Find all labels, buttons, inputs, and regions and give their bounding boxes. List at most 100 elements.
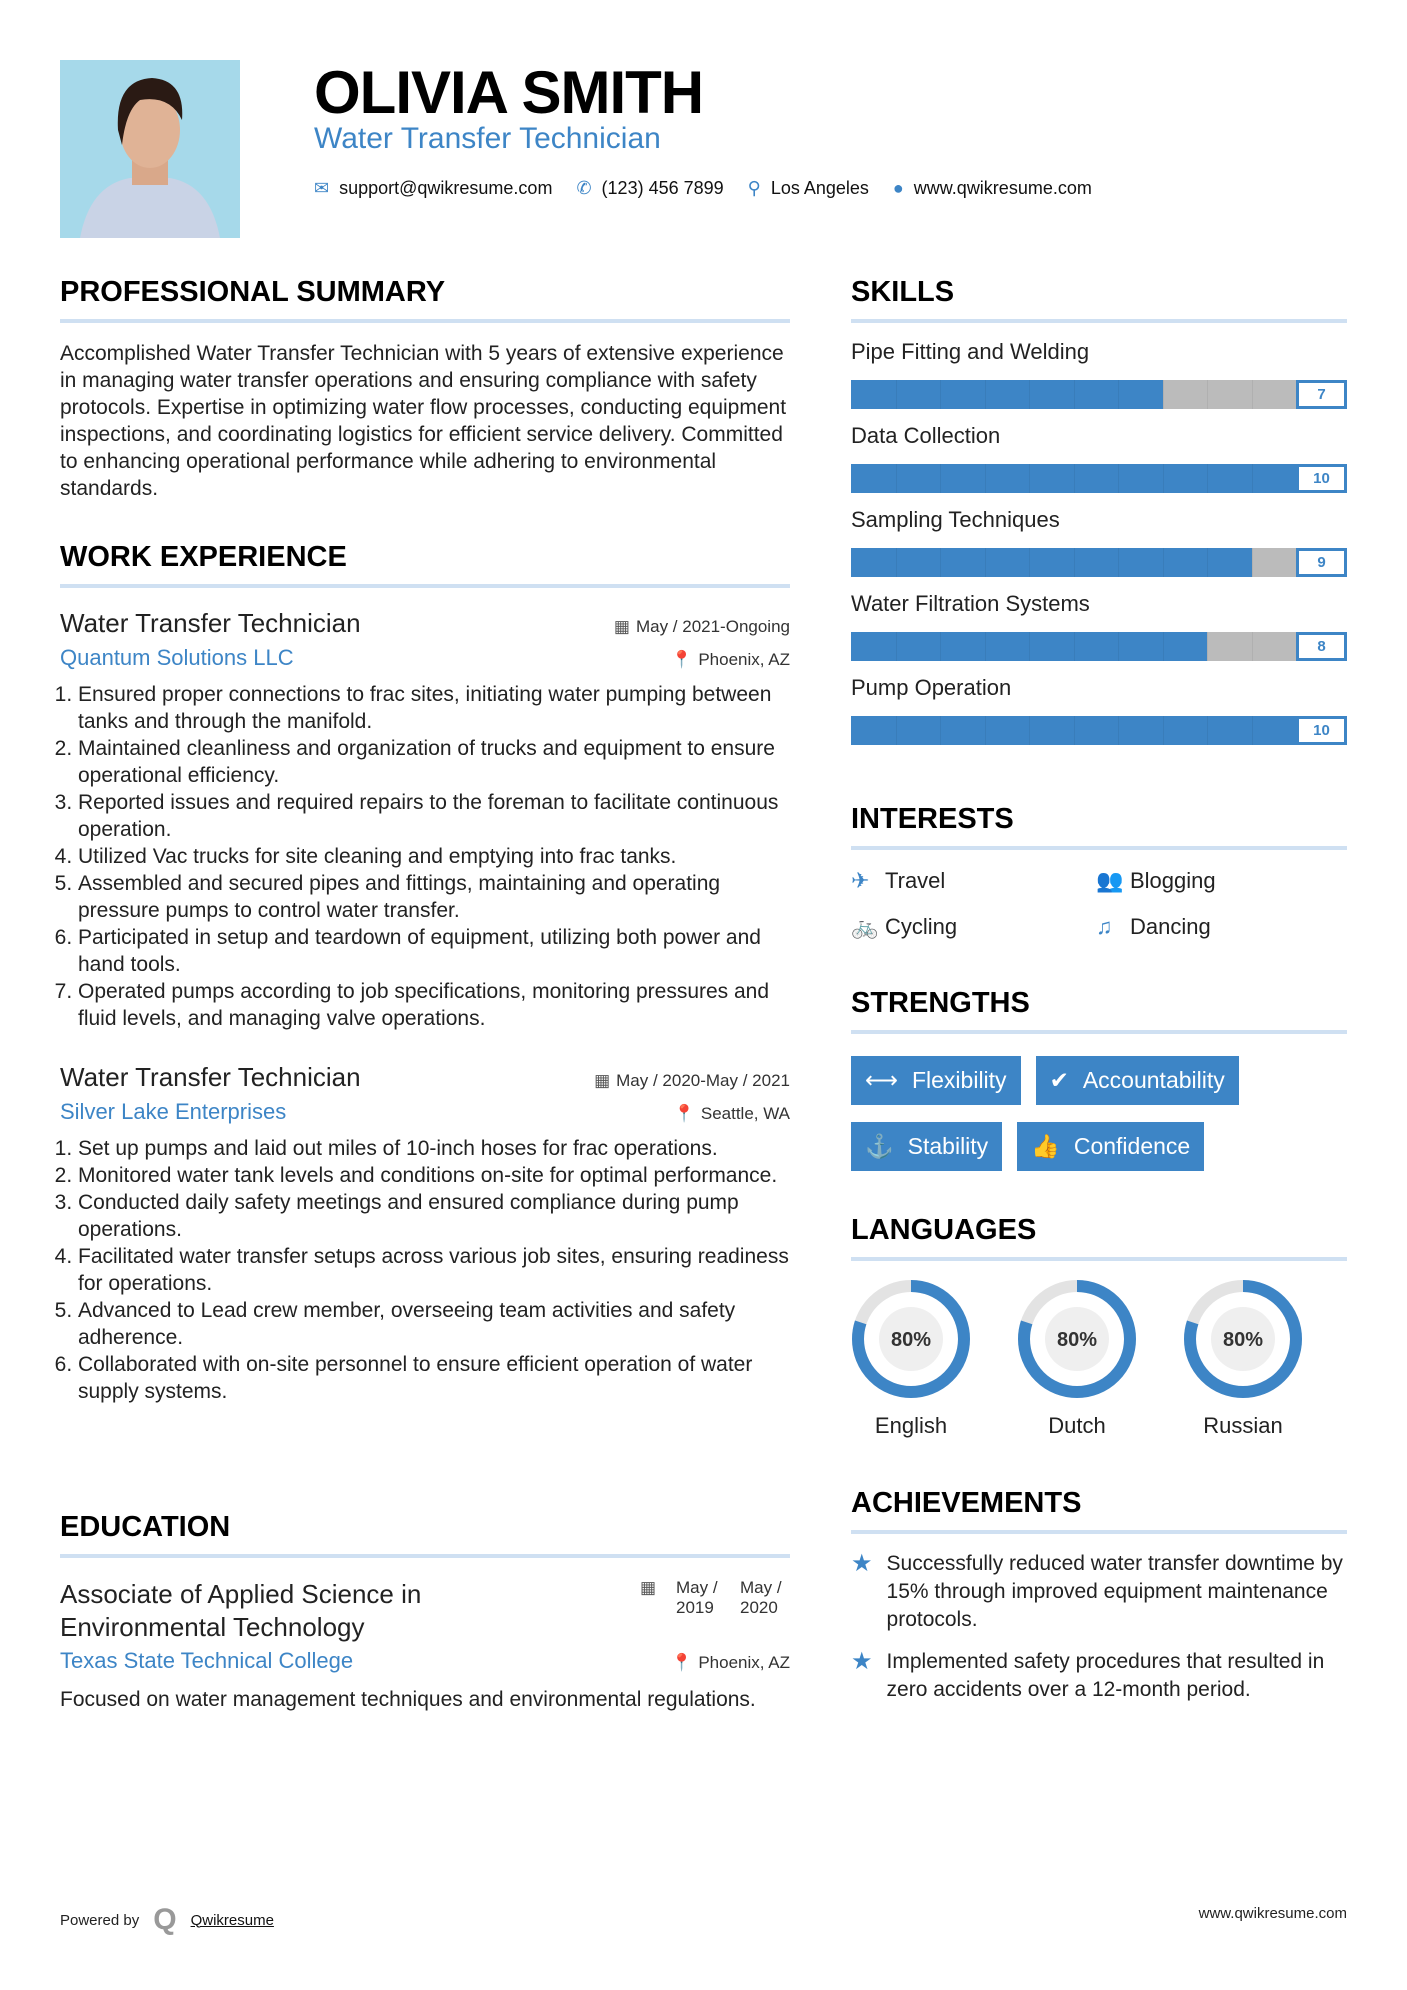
skill-track (851, 548, 1296, 577)
interest-item: 👥 Blogging (1096, 868, 1341, 894)
work-section: WORK EXPERIENCE Water Transfer Technicia… (60, 541, 790, 1405)
website-link[interactable]: www.qwikresume.com (913, 178, 1092, 198)
job-title: Water Transfer Technician (60, 608, 361, 638)
skill-segment-divider (1207, 632, 1208, 661)
achievement-item: ★ Successfully reduced water transfer dow… (851, 1550, 1347, 1634)
job-entry: Water Transfer Technician ▦ May / 2021-Ong… (60, 608, 790, 1032)
envelope-icon: ✉ (314, 178, 330, 198)
bicycle-icon: 🚲 (851, 914, 879, 939)
education-dates: ▦ May / 2019 May / 2020 (640, 1578, 790, 1618)
language-item: 80% English (851, 1279, 971, 1439)
duty-item: Ensured proper connections to frac sites… (78, 681, 790, 735)
language-name: Dutch (1048, 1413, 1106, 1438)
language-name: English (874, 1413, 948, 1438)
section-heading: SKILLS (851, 276, 1347, 323)
skill-segment-divider (1251, 380, 1253, 409)
skill-segment-divider (1118, 716, 1119, 745)
star-icon: ★ (851, 1550, 873, 1577)
anchor-icon: ⚓ (865, 1133, 894, 1159)
qwikresume-logo-icon: Q (153, 1903, 177, 1936)
email-link[interactable]: support@qwikresume.com (339, 178, 553, 198)
phone-icon: ✆ (576, 178, 592, 198)
skill-fill (851, 716, 1296, 745)
skill-segment-divider (895, 380, 897, 409)
skill-segment-divider (1207, 548, 1208, 577)
skill-fill (851, 380, 1163, 409)
section-heading: ACHIEVEMENTS (851, 1487, 1347, 1534)
section-heading: EDUCATION (60, 1511, 790, 1558)
job-date: May / 2020-May / 2021 (616, 1071, 790, 1090)
strength-label: Accountability (1082, 1067, 1225, 1093)
skill-fill (851, 632, 1207, 661)
interest-label: Blogging (1130, 868, 1216, 893)
language-donut: 80% (1018, 1280, 1136, 1398)
skill-track (851, 464, 1296, 493)
donut-center (1211, 1307, 1275, 1371)
skill-segment-divider (895, 464, 897, 493)
pin-icon: 📍 (671, 1653, 693, 1672)
strength-label: Confidence (1073, 1133, 1191, 1159)
skill-segment-divider (1207, 716, 1208, 745)
job-location: Phoenix, AZ (698, 650, 790, 669)
calendar-icon: ▦ (613, 617, 630, 636)
arrows-h-icon: ⟷ (865, 1067, 898, 1093)
language-item: 80% Dutch (1017, 1279, 1137, 1439)
language-item: 80% Russian (1183, 1279, 1303, 1439)
calendar-icon: ▦ (639, 1578, 656, 1597)
education-end: May / 2020 (740, 1578, 782, 1617)
duties-list: Ensured proper connections to frac sites… (60, 681, 790, 1032)
skill-segment-divider (1073, 464, 1075, 493)
skill-segment-divider (1251, 548, 1253, 577)
skill-level: 10 (1296, 464, 1347, 493)
skill-segment-divider (1029, 548, 1030, 577)
interest-label: Cycling (885, 914, 958, 939)
skill-bar: 10 (851, 716, 1347, 745)
languages-section: LANGUAGES 80% English 80% Dutch 80% Russian (851, 1214, 1347, 1439)
language-percent: 80% (1057, 1329, 1097, 1351)
education-section: EDUCATION Associate of Applied Science i… (60, 1511, 790, 1713)
language-donut: 80% (852, 1280, 970, 1398)
skill-segment-divider (984, 380, 986, 409)
summary-text: Accomplished Water Transfer Technician w… (60, 342, 787, 500)
strength-chip: ⟷ Flexibility (851, 1056, 1021, 1105)
skill-bar: 10 (851, 464, 1347, 493)
pin-icon: 📍 (671, 650, 693, 669)
skill-segment-divider (940, 380, 941, 409)
section-heading: PROFESSIONAL SUMMARY (60, 276, 790, 323)
interests-section: INTERESTS ✈ Travel 👥 Blogging 🚲 Cycling ♫ Danci… (851, 803, 1347, 940)
skill-segment-divider (1162, 380, 1164, 409)
duty-item: Maintained cleanliness and organization … (78, 735, 790, 789)
skill-segment-divider (1073, 548, 1075, 577)
skill-segment-divider (984, 464, 986, 493)
skill-level: 7 (1296, 380, 1347, 409)
skill-segment-divider (984, 716, 986, 745)
skill-name: Pipe Fitting and Welding (851, 339, 1090, 364)
skill-bar: 8 (851, 632, 1347, 661)
footer-website[interactable]: www.qwikresume.com (1198, 1905, 1347, 1922)
skill-segment-divider (1073, 716, 1075, 745)
location-text: Los Angeles (770, 178, 869, 198)
job-date: May / 2021-Ongoing (635, 617, 790, 636)
achievements-section: ACHIEVEMENTS ★ Successfully reduced water… (851, 1487, 1347, 1704)
skill-level: 9 (1296, 548, 1347, 577)
skill-segment-divider (940, 464, 941, 493)
interest-label: Dancing (1130, 914, 1211, 939)
donut-fill (1018, 1280, 1136, 1398)
skill-name: Data Collection (851, 423, 1001, 448)
achievement-item: ★ Implemented safety procedures that resu… (851, 1648, 1347, 1704)
plane-icon: ✈ (851, 868, 870, 893)
school-name: Texas State Technical College (60, 1648, 354, 1673)
donut-center (879, 1307, 943, 1371)
globe-icon: ● (892, 178, 904, 198)
duty-item: Reported issues and required repairs to … (78, 789, 790, 843)
skill-segment-divider (1029, 380, 1030, 409)
skill-segment-divider (984, 632, 986, 661)
strength-label: Stability (907, 1133, 989, 1159)
duty-item: Facilitated water transfer setups across… (78, 1243, 790, 1297)
skill-segment-divider (1251, 716, 1253, 745)
brand-link[interactable]: Qwikresume (190, 1911, 274, 1929)
company-name: Quantum Solutions LLC (60, 645, 294, 670)
section-heading: LANGUAGES (851, 1214, 1347, 1261)
footer-powered: Powered by Q Qwikresume (60, 1903, 274, 1937)
language-percent: 80% (1223, 1329, 1263, 1351)
